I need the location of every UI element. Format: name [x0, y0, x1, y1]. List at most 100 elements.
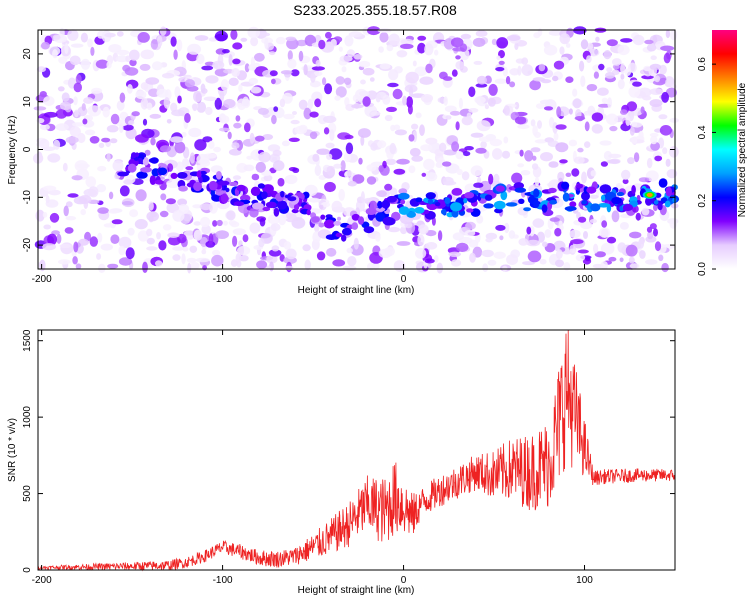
heatmap-cell — [344, 35, 354, 47]
heatmap-cell — [170, 136, 184, 143]
heatmap-cell — [135, 90, 147, 100]
heatmap-cell — [218, 115, 230, 124]
heatmap-cell — [223, 220, 228, 226]
heatmap-cell — [162, 224, 172, 231]
heatmap-cell — [500, 190, 508, 201]
heatmap-cell — [298, 50, 304, 62]
heatmap-xlabel: Height of straight line (km) — [298, 285, 415, 296]
heatmap-cell — [539, 99, 554, 105]
heatmap-cell — [175, 161, 184, 172]
heatmap-cell — [514, 187, 527, 193]
heatmap-cell — [366, 176, 377, 185]
heatmap-cell — [340, 160, 346, 172]
heatmap-cell — [149, 113, 162, 119]
heatmap-cell — [534, 131, 541, 138]
heatmap-cell — [184, 79, 196, 88]
heatmap-cell — [564, 206, 577, 212]
heatmap-cell — [61, 92, 70, 102]
heatmap-cell — [326, 165, 336, 176]
heatmap-cell — [483, 203, 494, 209]
heatmap-cell — [553, 60, 565, 70]
heatmap-cell — [215, 171, 222, 180]
heatmap-cell — [277, 177, 285, 187]
heatmap-cell — [638, 177, 650, 183]
heatmap-cell — [158, 240, 167, 251]
heatmap-cell — [425, 192, 436, 200]
heatmap-cell — [398, 188, 408, 195]
heatmap-cell — [388, 69, 399, 81]
heatmap-cell — [158, 167, 168, 176]
heatmap-cell — [455, 242, 469, 252]
heatmap-cell — [444, 105, 457, 113]
heatmap-cell — [261, 191, 268, 200]
heatmap-cell — [262, 206, 271, 212]
heatmap-cell — [628, 256, 635, 264]
heatmap-cell — [272, 149, 282, 157]
heatmap-cell — [232, 42, 243, 50]
heatmap-cell — [129, 209, 139, 218]
heatmap-cell — [39, 124, 50, 131]
heatmap-cell — [580, 75, 586, 88]
x-tick-label: -200 — [32, 575, 52, 586]
heatmap-cell — [514, 101, 520, 110]
heatmap-cell — [434, 255, 439, 263]
heatmap-cell — [67, 29, 79, 41]
heatmap-cell — [162, 72, 175, 79]
heatmap-cell — [345, 142, 354, 155]
heatmap-cell — [112, 160, 124, 172]
heatmap-cell — [541, 204, 548, 213]
heatmap-cell — [654, 241, 662, 252]
heatmap-cell — [160, 145, 171, 153]
heatmap-cell — [232, 228, 246, 236]
heatmap-cell — [247, 26, 260, 39]
heatmap-cell — [549, 199, 558, 205]
x-tick-label: -100 — [213, 274, 233, 285]
heatmap-cell — [220, 79, 229, 91]
heatmap-cell — [87, 38, 93, 48]
colorbar: 0.0 0.2 0.4 0.6 Normalized spectral amplitu… — [697, 30, 748, 276]
heatmap-cell — [419, 76, 434, 85]
heatmap-cell — [475, 30, 488, 37]
heatmap-cell — [151, 61, 163, 71]
heatmap-cell — [409, 147, 421, 157]
y-tick-label: 0 — [22, 146, 33, 152]
heatmap-cell — [565, 172, 572, 177]
heatmap-cell — [102, 106, 110, 118]
heatmap-cell — [100, 243, 114, 251]
heatmap-cell — [324, 83, 333, 95]
heatmap-cell — [346, 247, 353, 254]
heatmap-cell — [526, 239, 540, 247]
heatmap-cell — [552, 122, 558, 134]
heatmap-cell — [629, 263, 640, 269]
heatmap-cell — [351, 213, 360, 221]
heatmap-cell — [629, 126, 635, 136]
heatmap-cell — [532, 218, 545, 228]
heatmap-cell — [593, 71, 600, 79]
heatmap-cell — [487, 97, 496, 107]
heatmap-cell — [466, 112, 472, 119]
heatmap-cell — [455, 121, 460, 131]
heatmap-cell — [262, 134, 274, 140]
heatmap-cell — [226, 210, 236, 221]
heatmap-cell — [39, 259, 46, 272]
heatmap-cell — [339, 55, 353, 63]
heatmap-cell — [148, 201, 154, 211]
heatmap-cell — [578, 216, 587, 223]
heatmap-cell — [303, 64, 308, 76]
heatmap-cell — [530, 119, 536, 127]
heatmap-cell — [514, 42, 519, 50]
heatmap-cell — [83, 97, 94, 104]
heatmap-cell — [488, 83, 498, 96]
heatmap-cell — [599, 184, 612, 194]
heatmap-cell — [273, 207, 280, 217]
heatmap-cell — [514, 116, 527, 125]
heatmap-cell — [593, 243, 599, 254]
heatmap-cell — [382, 160, 387, 169]
heatmap-cell — [47, 153, 61, 163]
heatmap-cell — [492, 148, 503, 160]
heatmap-cell — [600, 261, 608, 270]
heatmap-cell — [57, 259, 71, 265]
heatmap-cell — [629, 231, 642, 239]
heatmap-cell — [511, 172, 523, 184]
heatmap-cell — [80, 209, 86, 216]
